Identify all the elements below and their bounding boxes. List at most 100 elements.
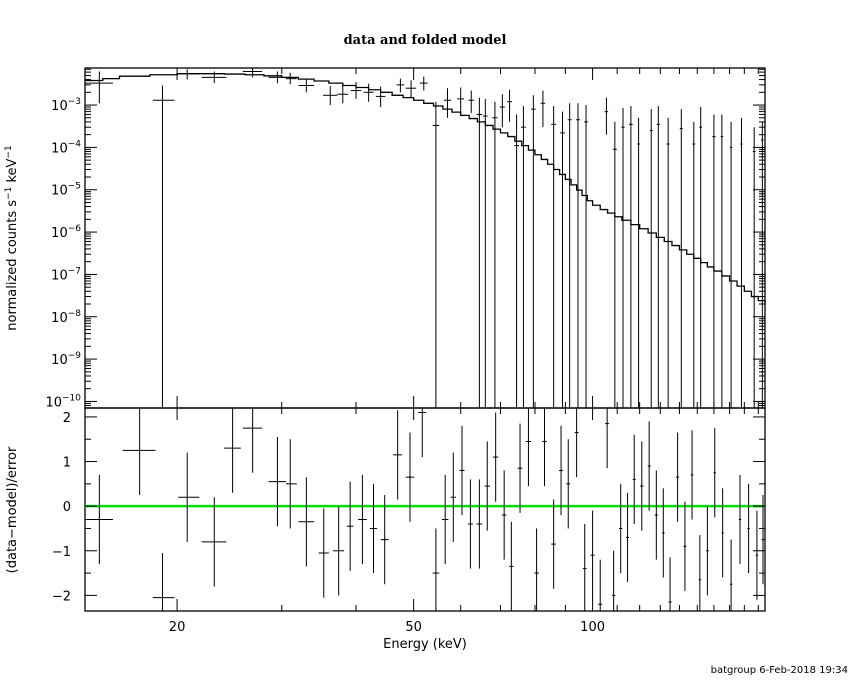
data-point	[621, 108, 625, 408]
data-point	[604, 97, 609, 135]
y-tick-label: 2	[63, 411, 71, 426]
data-point	[323, 86, 338, 106]
residual-point	[405, 432, 415, 522]
data-point	[419, 76, 428, 91]
y-tick-exponent: −9	[68, 351, 82, 361]
bottom-y-axis-label: (data−model)/error	[5, 446, 20, 573]
residual-point	[268, 437, 287, 527]
data-point	[363, 83, 374, 102]
y-tick-label: 10−6	[51, 224, 81, 241]
residual-point	[706, 506, 709, 596]
y-tick-mantissa: 10	[51, 311, 68, 326]
data-point	[521, 105, 526, 408]
data-point	[740, 117, 743, 408]
data-point	[540, 90, 546, 128]
residual-point	[713, 428, 716, 518]
y-tick-mantissa: 10	[51, 353, 68, 368]
data-point	[637, 117, 641, 408]
y-tick-label: 1	[63, 456, 71, 471]
data-point	[576, 103, 580, 408]
data-point	[666, 117, 670, 408]
y-tick-label: 10−9	[51, 351, 81, 368]
data-point	[375, 86, 386, 107]
y-tick-label: −1	[52, 545, 71, 560]
y-tick-label: 10−7	[51, 266, 81, 283]
residual-point	[418, 408, 427, 458]
bottom-y-ticks: 2 1 0 −1 −2	[52, 411, 765, 604]
residual-point	[441, 474, 449, 565]
residual-point	[738, 474, 742, 565]
data-point	[405, 80, 417, 98]
residual-point	[178, 452, 200, 542]
y-tick-exponent: −10	[62, 393, 81, 403]
residual-point	[85, 474, 113, 565]
residual-point	[619, 483, 623, 574]
y-tick-label: 10−8	[51, 309, 81, 326]
ylabel-exp1: −1	[4, 187, 14, 200]
data-point	[656, 105, 660, 408]
residual-point	[747, 483, 750, 574]
residual-point	[558, 425, 564, 516]
residual-point	[286, 439, 297, 529]
y-tick-exponent: −6	[68, 224, 82, 234]
residual-point	[534, 528, 539, 611]
data-point	[492, 101, 498, 408]
data-point	[629, 105, 633, 408]
y-tick-mantissa: 10	[51, 184, 68, 199]
data-point	[337, 85, 349, 104]
y-tick-mantissa: 10	[51, 268, 68, 283]
residual-point	[509, 521, 514, 611]
data-point	[729, 121, 733, 408]
residual-point	[755, 510, 759, 600]
residual-point	[690, 430, 694, 520]
x-tick-label: 20	[169, 620, 186, 635]
data-point	[649, 109, 653, 408]
data-point	[560, 111, 565, 408]
residual-point	[517, 423, 523, 513]
y-tick-mantissa: 10	[45, 395, 62, 410]
data-point	[152, 85, 175, 408]
residual-point	[380, 495, 389, 585]
residual-point	[476, 479, 483, 569]
data-point	[514, 114, 520, 408]
ylabel-mid: keV	[5, 158, 20, 186]
residual-point	[459, 425, 465, 516]
data-point	[178, 69, 200, 80]
data-point	[468, 90, 475, 113]
top-x-ticks	[176, 68, 759, 408]
residual-point	[590, 510, 595, 600]
residual-point	[369, 483, 378, 574]
residual-point	[346, 481, 354, 571]
residual-point	[566, 439, 571, 529]
timestamp-footer: batgroup 6-Feb-2018 19:34	[711, 665, 848, 676]
data-point	[720, 114, 724, 408]
residual-point	[625, 492, 630, 582]
residual-point	[432, 528, 440, 611]
chart-title: data and folded model	[344, 33, 507, 48]
data-point	[567, 103, 572, 408]
data-point	[443, 88, 452, 118]
data-point	[476, 97, 483, 408]
data-point	[584, 105, 588, 408]
data-point	[350, 82, 362, 99]
residual-point	[318, 508, 329, 598]
residual-point	[224, 408, 241, 493]
y-tick-mantissa: 10	[51, 99, 68, 114]
y-tick-label: 10−3	[51, 97, 81, 114]
data-point	[712, 114, 716, 408]
residual-point	[357, 474, 367, 565]
data-point	[752, 127, 756, 408]
y-tick-label: −2	[52, 589, 71, 604]
residual-point	[152, 553, 175, 611]
y-tick-label: 10−5	[51, 182, 81, 199]
ylabel-base: normalized counts s	[5, 200, 20, 331]
residual-point	[661, 488, 665, 578]
residual-point	[611, 550, 616, 611]
data-point	[551, 105, 557, 408]
residual-point	[574, 408, 579, 478]
residual-point	[493, 412, 499, 502]
residual-point	[484, 441, 490, 531]
ylabel-exp2: −1	[4, 145, 14, 158]
bottom-panel: 2 1 0 −1 −2 20 50 100 (data−model)/error Energ…	[5, 407, 766, 652]
y-tick-mantissa: 10	[51, 141, 68, 156]
